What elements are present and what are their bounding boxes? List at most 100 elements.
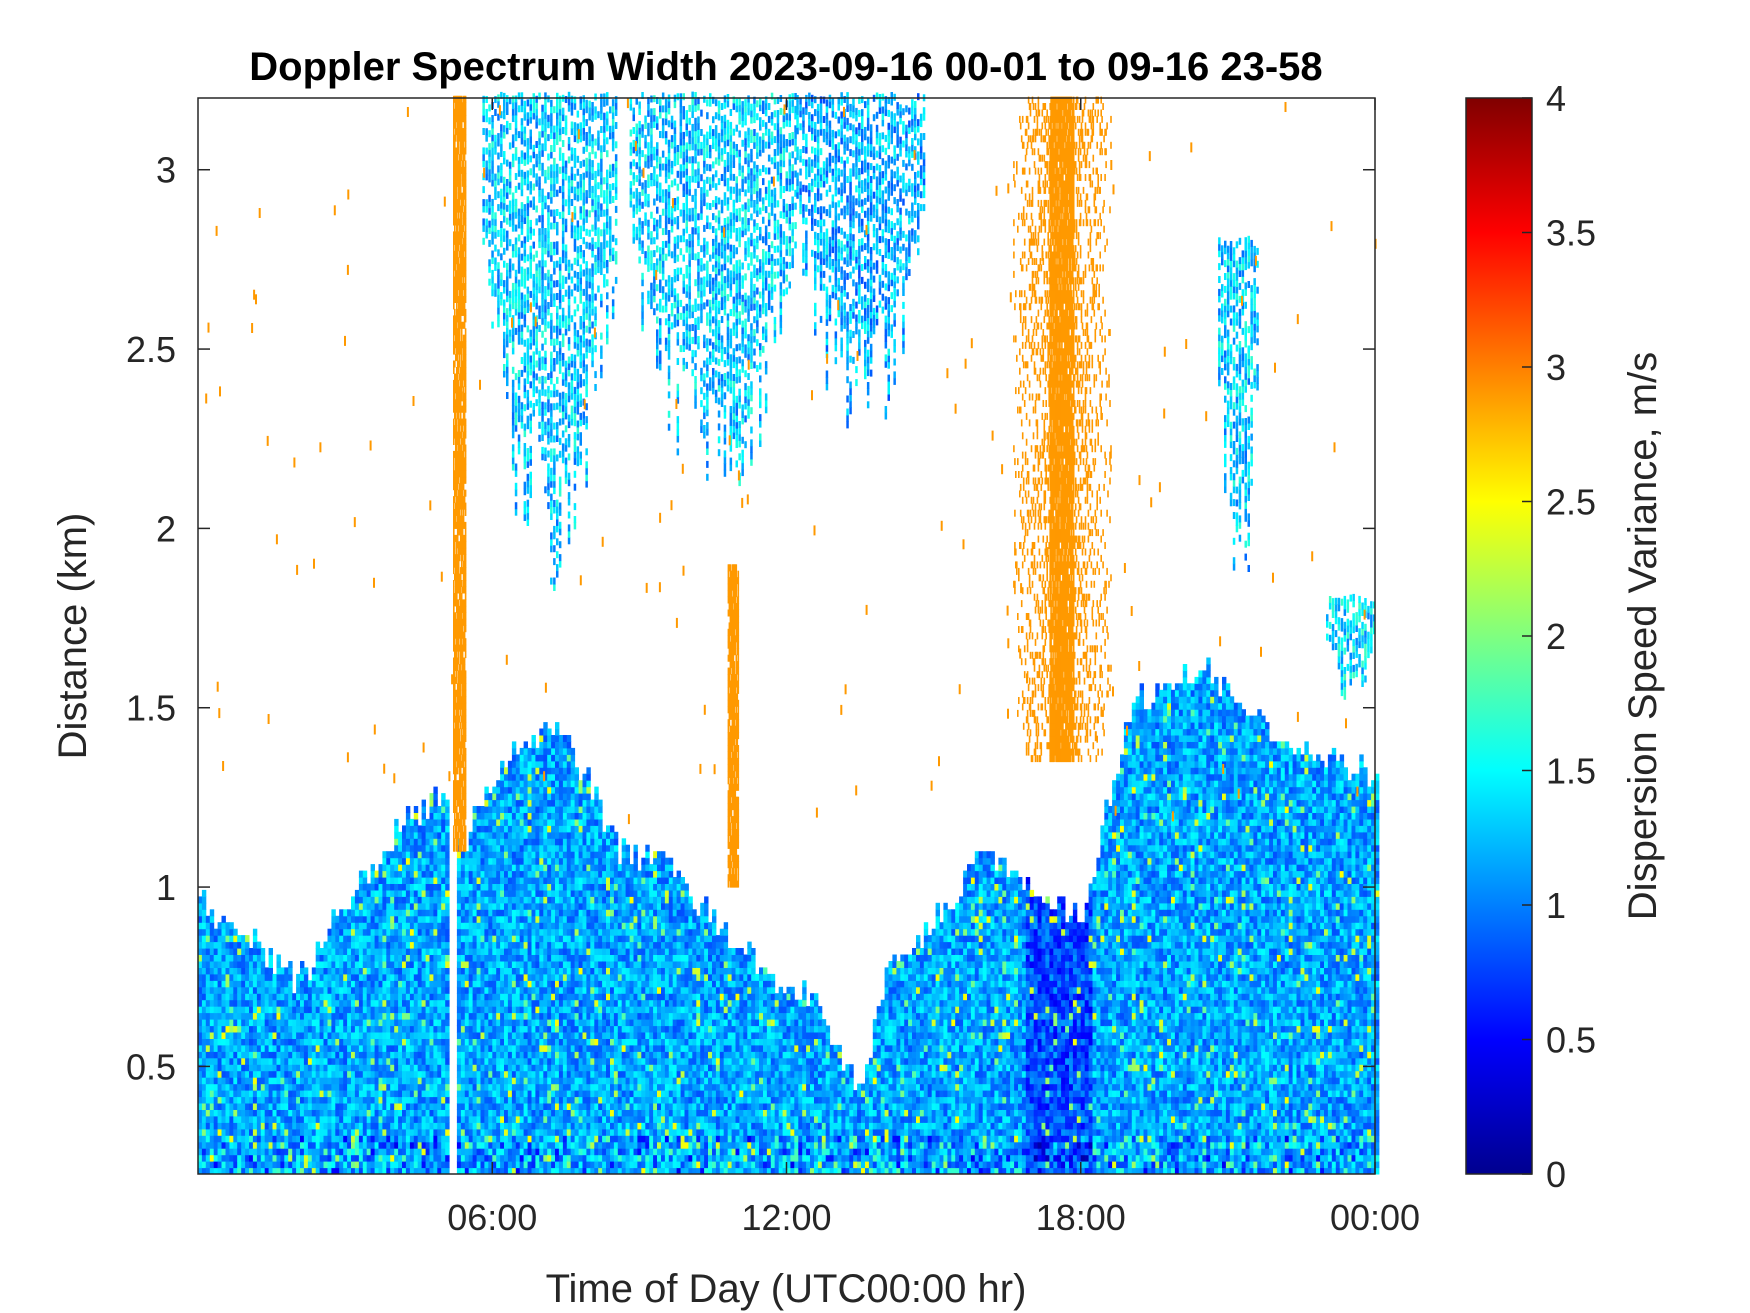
heatmap-cell xyxy=(594,877,598,884)
heatmap-cell xyxy=(398,838,402,845)
heatmap-cell xyxy=(245,1019,249,1026)
heatmap-cell xyxy=(406,825,410,832)
heatmap-cell xyxy=(437,871,441,878)
heatmap-cell xyxy=(461,1129,465,1136)
heatmap-cell xyxy=(288,1161,292,1168)
heatmap-cell xyxy=(347,1122,351,1129)
heatmap-cell xyxy=(500,1090,504,1097)
heatmap-cell xyxy=(465,858,469,865)
heatmap-cell xyxy=(351,896,355,903)
heatmap-cell xyxy=(324,980,328,987)
heatmap-cell xyxy=(269,1045,273,1052)
heatmap-cell xyxy=(249,1116,253,1123)
heatmap-cell xyxy=(328,948,332,955)
heatmap-cell xyxy=(206,935,210,942)
heatmap-cell xyxy=(512,1013,516,1020)
heatmap-cell xyxy=(422,967,426,974)
heatmap-cell xyxy=(484,838,488,845)
heatmap-cell xyxy=(418,1097,422,1104)
heatmap-cell xyxy=(551,916,555,923)
heatmap-cell xyxy=(398,942,402,949)
heatmap-cell xyxy=(590,993,594,1000)
heatmap-cell xyxy=(532,780,536,787)
heatmap-cell xyxy=(437,1129,441,1136)
heatmap-cell xyxy=(488,1142,492,1149)
heatmap-cell xyxy=(382,1142,386,1149)
heatmap-cell xyxy=(210,961,214,968)
heatmap-cell xyxy=(481,903,485,910)
heatmap-cell xyxy=(516,1103,520,1110)
heatmap-cell xyxy=(508,961,512,968)
heatmap-cell xyxy=(488,845,492,852)
heatmap-cell xyxy=(343,1032,347,1039)
heatmap-cell xyxy=(555,1000,559,1007)
heatmap-cell xyxy=(202,1148,206,1155)
heatmap-cell xyxy=(575,1019,579,1026)
heatmap-cell xyxy=(551,1038,555,1045)
heatmap-cell xyxy=(586,1103,590,1110)
heatmap-cell xyxy=(410,980,414,987)
heatmap-cell xyxy=(496,1090,500,1097)
heatmap-cell xyxy=(445,1103,449,1110)
heatmap-cell xyxy=(351,948,355,955)
heatmap-cell xyxy=(422,1148,426,1155)
heatmap-cell xyxy=(520,825,524,832)
heatmap-cell xyxy=(351,1097,355,1104)
heatmap-cell xyxy=(320,1103,324,1110)
heatmap-cell xyxy=(465,1097,469,1104)
heatmap-cell xyxy=(579,877,583,884)
heatmap-cell xyxy=(257,1000,261,1007)
heatmap-cell xyxy=(488,1077,492,1084)
heatmap-cell xyxy=(328,1077,332,1084)
heatmap-cell xyxy=(524,800,528,807)
heatmap-cell xyxy=(222,967,226,974)
heatmap-cell xyxy=(390,942,394,949)
heatmap-cell xyxy=(343,974,347,981)
heatmap-cell xyxy=(269,961,273,968)
heatmap-cell xyxy=(418,1038,422,1045)
heatmap-cell xyxy=(253,1142,257,1149)
heatmap-cell xyxy=(375,1155,379,1162)
heatmap-cell xyxy=(261,1013,265,1020)
heatmap-cell xyxy=(504,1097,508,1104)
heatmap-cell xyxy=(398,1103,402,1110)
heatmap-cell xyxy=(347,948,351,955)
heatmap-cell xyxy=(414,819,418,826)
heatmap-cell xyxy=(371,922,375,929)
heatmap-cell xyxy=(567,916,571,923)
heatmap-cell xyxy=(528,974,532,981)
heatmap-cell xyxy=(430,1097,434,1104)
heatmap-cell xyxy=(539,980,543,987)
heatmap-cell xyxy=(324,993,328,1000)
heatmap-cell xyxy=(426,1116,430,1123)
heatmap-cell xyxy=(316,987,320,994)
heatmap-cell xyxy=(426,1084,430,1091)
heatmap-cell xyxy=(222,1129,226,1136)
heatmap-cell xyxy=(555,922,559,929)
heatmap-cell xyxy=(575,916,579,923)
heatmap-cell xyxy=(390,1045,394,1052)
heatmap-cell xyxy=(386,929,390,936)
heatmap-cell xyxy=(512,1155,516,1162)
heatmap-cell xyxy=(335,1135,339,1142)
heatmap-cell xyxy=(520,922,524,929)
heatmap-cell xyxy=(308,1000,312,1007)
heatmap-cell xyxy=(477,864,481,871)
heatmap-cell xyxy=(567,890,571,897)
heatmap-cell xyxy=(418,1064,422,1071)
heatmap-cell xyxy=(371,1077,375,1084)
heatmap-cell xyxy=(269,1097,273,1104)
heatmap-cell xyxy=(477,909,481,916)
heatmap-cell xyxy=(351,1161,355,1168)
heatmap-cell xyxy=(308,1129,312,1136)
heatmap-cell xyxy=(543,987,547,994)
heatmap-cell xyxy=(590,1084,594,1091)
heatmap-cell xyxy=(461,980,465,987)
heatmap-cell xyxy=(324,1019,328,1026)
heatmap-cell xyxy=(324,1026,328,1033)
heatmap-cell xyxy=(300,1019,304,1026)
heatmap-cell xyxy=(269,1077,273,1084)
heatmap-cell xyxy=(535,1116,539,1123)
heatmap-cell xyxy=(508,871,512,878)
heatmap-cell xyxy=(316,1077,320,1084)
